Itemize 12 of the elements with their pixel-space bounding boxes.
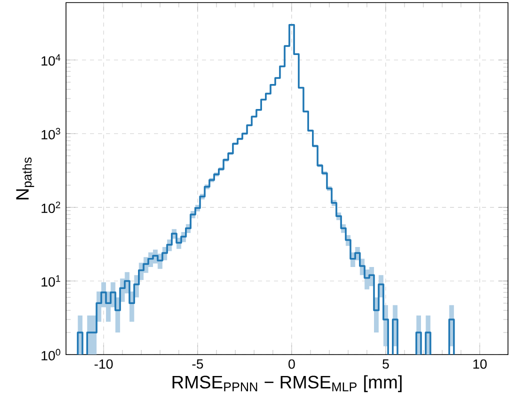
- y-axis-title: N$_{paths}$: [16, 158, 34, 200]
- y-tick-label: 10$^{0}$: [42, 348, 60, 360]
- x-tick-label: 10: [473, 359, 487, 369]
- y-tick-label: 10$^{4}$: [42, 54, 60, 66]
- y-tick-label: 10$^{3}$: [42, 128, 60, 140]
- x-tick-label: 0: [288, 359, 295, 369]
- y-tick-label: 10$^{2}$: [42, 202, 60, 214]
- x-axis-title: RMSE$_{PPNN}$ − RMSE$_{MLP}$ [mm]: [172, 375, 402, 392]
- x-tick-label: -10: [94, 359, 113, 369]
- x-tick-label: 5: [382, 359, 389, 369]
- y-tick-label: 10$^{1}$: [42, 275, 60, 287]
- x-tick-label: -5: [192, 359, 204, 369]
